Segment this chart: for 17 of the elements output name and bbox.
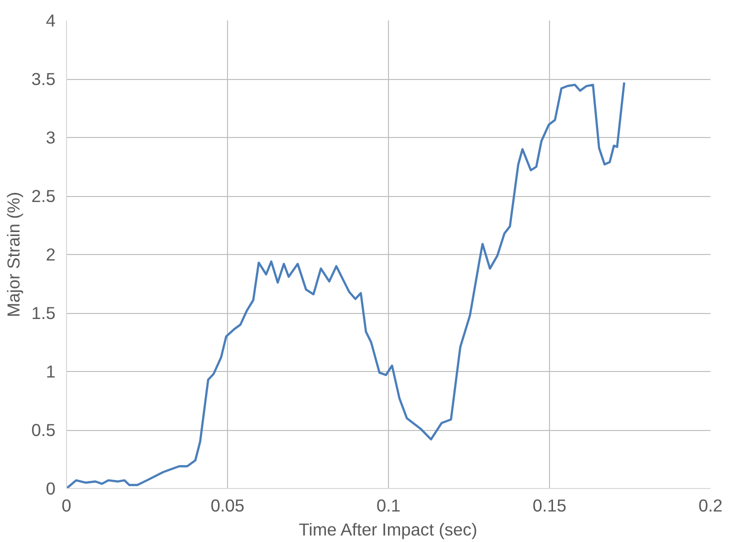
x-tick-label: 0.2: [698, 496, 723, 516]
y-tick-label: 4: [46, 10, 56, 30]
x-tick-label: 0.15: [532, 496, 566, 516]
y-axis-title: Major Strain (%): [3, 192, 24, 318]
x-tick-label: 0: [62, 496, 72, 516]
y-tick-label: 1.5: [31, 303, 56, 323]
y-tick-label: 1: [46, 362, 56, 382]
line-series: [66, 81, 626, 488]
y-tick-label: 0: [46, 478, 56, 498]
y-tick-label: 2: [46, 244, 56, 264]
y-tick-label: 2.5: [31, 186, 56, 206]
y-tick-label: 3: [46, 128, 56, 148]
y-tick-label: 3.5: [31, 69, 56, 89]
y-tick-label: 0.5: [31, 420, 56, 440]
x-tick-label: 0.05: [210, 496, 244, 516]
x-axis-title: Time After Impact (sec): [298, 520, 478, 540]
x-tick-label: 0.1: [376, 496, 401, 516]
